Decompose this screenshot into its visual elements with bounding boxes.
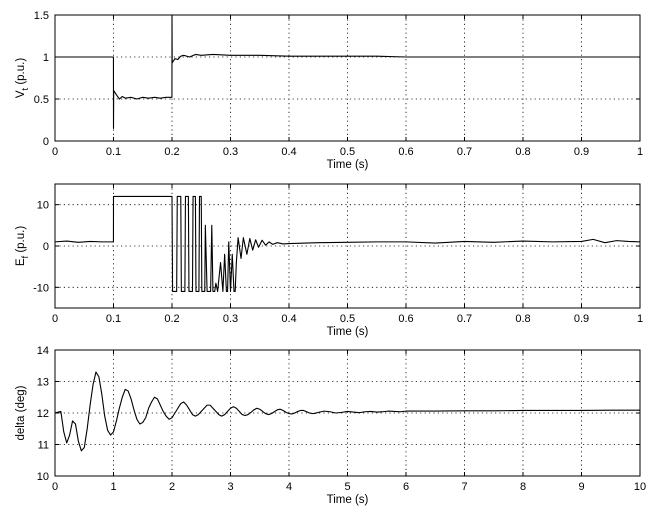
y-tick-label: 10 (37, 471, 49, 483)
y-tick-label: 1.5 (34, 10, 49, 22)
x-axis-label: Time (s) (327, 494, 369, 506)
x-tick-label: 2 (169, 481, 175, 493)
x-tick-label: 0.8 (515, 146, 530, 158)
series-line-1 (55, 15, 640, 129)
x-tick-label: 0.6 (398, 146, 413, 158)
x-tick-label: 0.2 (164, 313, 179, 325)
y-axis-label: delta (deg) (15, 385, 27, 440)
y-tick-label: -10 (33, 282, 49, 294)
x-tick-label: 7 (461, 481, 467, 493)
x-tick-label: 0 (52, 313, 58, 325)
x-tick-label: 0.5 (340, 313, 355, 325)
subplot-2: 0 0.1 0.2 0.3 0.4 0.5 0.6 0.7 0.8 0.9 1 -10 0 10 Time … (15, 183, 643, 338)
y-tick-label: 0 (43, 241, 49, 253)
x-axis-label: Time (s) (327, 326, 369, 338)
y-tick-label: 1 (43, 52, 49, 64)
x-tick-label: 0.3 (223, 313, 238, 325)
subplot-1: 0 0.1 0.2 0.3 0.4 0.5 0.6 0.7 0.8 0.9 1 0 0.5 1 1.5 Tim… (15, 10, 643, 171)
x-tick-label: 0.7 (457, 146, 472, 158)
x-tick-label: 0 (52, 146, 58, 158)
x-tick-label: 0.4 (281, 146, 296, 158)
x-tick-label: 0.8 (515, 313, 530, 325)
x-tick-label: 0 (52, 481, 58, 493)
x-tick-label: 0.3 (223, 146, 238, 158)
series-line-1 (55, 371, 640, 452)
y-tick-label: 11 (38, 440, 49, 452)
series-line-1 (55, 195, 640, 293)
y-axis-label: Vt (p.u.) (15, 58, 31, 99)
x-tick-label: 4 (286, 481, 292, 493)
x-tick-label: 1 (110, 481, 116, 493)
y-tick-label: 14 (37, 345, 49, 357)
x-tick-label: 5 (344, 481, 350, 493)
x-tick-label: 0.4 (281, 313, 296, 325)
x-tick-label: 0.1 (106, 146, 121, 158)
y-tick-label: 13 (37, 377, 49, 389)
x-tick-label: 6 (403, 481, 409, 493)
x-tick-label: 3 (227, 481, 233, 493)
y-tick-label: 10 (37, 200, 49, 212)
plot-area (54, 14, 641, 142)
x-tick-label: 0.9 (574, 313, 589, 325)
x-tick-label: 0.2 (164, 146, 179, 158)
x-tick-label: 0.1 (106, 313, 121, 325)
x-tick-label: 0.6 (398, 313, 413, 325)
y-tick-label: 12 (37, 408, 49, 420)
x-tick-label: 0.7 (457, 313, 472, 325)
x-tick-label: 1 (637, 313, 643, 325)
x-axis-label: Time (s) (327, 159, 369, 171)
x-tick-label: 0.5 (340, 146, 355, 158)
y-axis-label: Ef (p.u.) (15, 226, 31, 267)
x-tick-label: 1 (637, 146, 643, 158)
x-tick-label: 0.9 (574, 146, 589, 158)
y-tick-label: 0.5 (34, 94, 49, 106)
x-tick-label: 9 (578, 481, 584, 493)
x-tick-label: 10 (634, 481, 646, 493)
y-tick-label: 0 (43, 136, 49, 148)
x-tick-label: 8 (520, 481, 526, 493)
